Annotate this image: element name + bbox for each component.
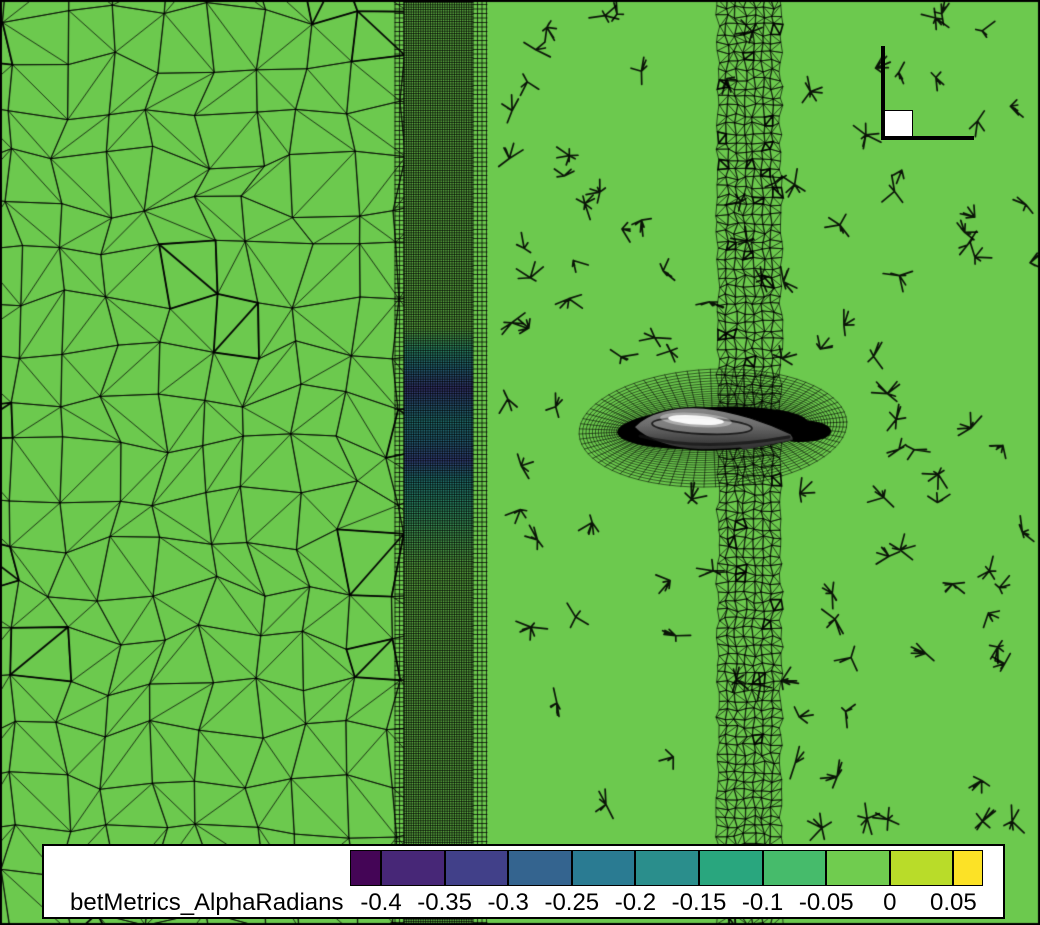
- marker-horizontal-line: [881, 136, 974, 140]
- colorbar-tick: -0.4: [360, 889, 402, 916]
- colorbar-tick: 0.05: [930, 889, 977, 916]
- colorbar-title: betMetrics_AlphaRadians: [70, 889, 344, 916]
- colorbar-band: [953, 850, 984, 886]
- colorbar-tick: -0.35: [417, 889, 472, 916]
- airfoil-geometry[interactable]: [628, 402, 798, 454]
- marker-square[interactable]: [884, 110, 913, 137]
- colorbar-band: [762, 850, 827, 886]
- colorbar-band: [444, 850, 509, 886]
- colorbar-tick: -0.1: [741, 889, 784, 916]
- colorbar-tick: -0.3: [487, 889, 529, 916]
- colorbar-band: [635, 850, 699, 886]
- colorbar-band: [889, 850, 954, 886]
- colorbar-band: [698, 850, 763, 886]
- colorbar-tick: -0.2: [614, 889, 657, 916]
- colorbar-band: [381, 850, 445, 886]
- colorbar-band: [508, 850, 572, 886]
- colorbar-band: [350, 850, 381, 886]
- colorbar-band: [826, 850, 890, 886]
- colorbar-tick: -0.25: [544, 889, 600, 916]
- colorbar-band: [571, 850, 636, 886]
- colorbar-tick: -0.05: [798, 889, 854, 916]
- marker-vertical-line: [881, 46, 885, 138]
- colorbar-swatch-strip: [350, 850, 984, 886]
- colorbar-tick: 0: [883, 889, 897, 916]
- colorbar-tick: -0.15: [671, 889, 727, 916]
- colorbar-legend: betMetrics_AlphaRadians -0.4 -0.35 -0.3 -0.…: [42, 844, 1005, 919]
